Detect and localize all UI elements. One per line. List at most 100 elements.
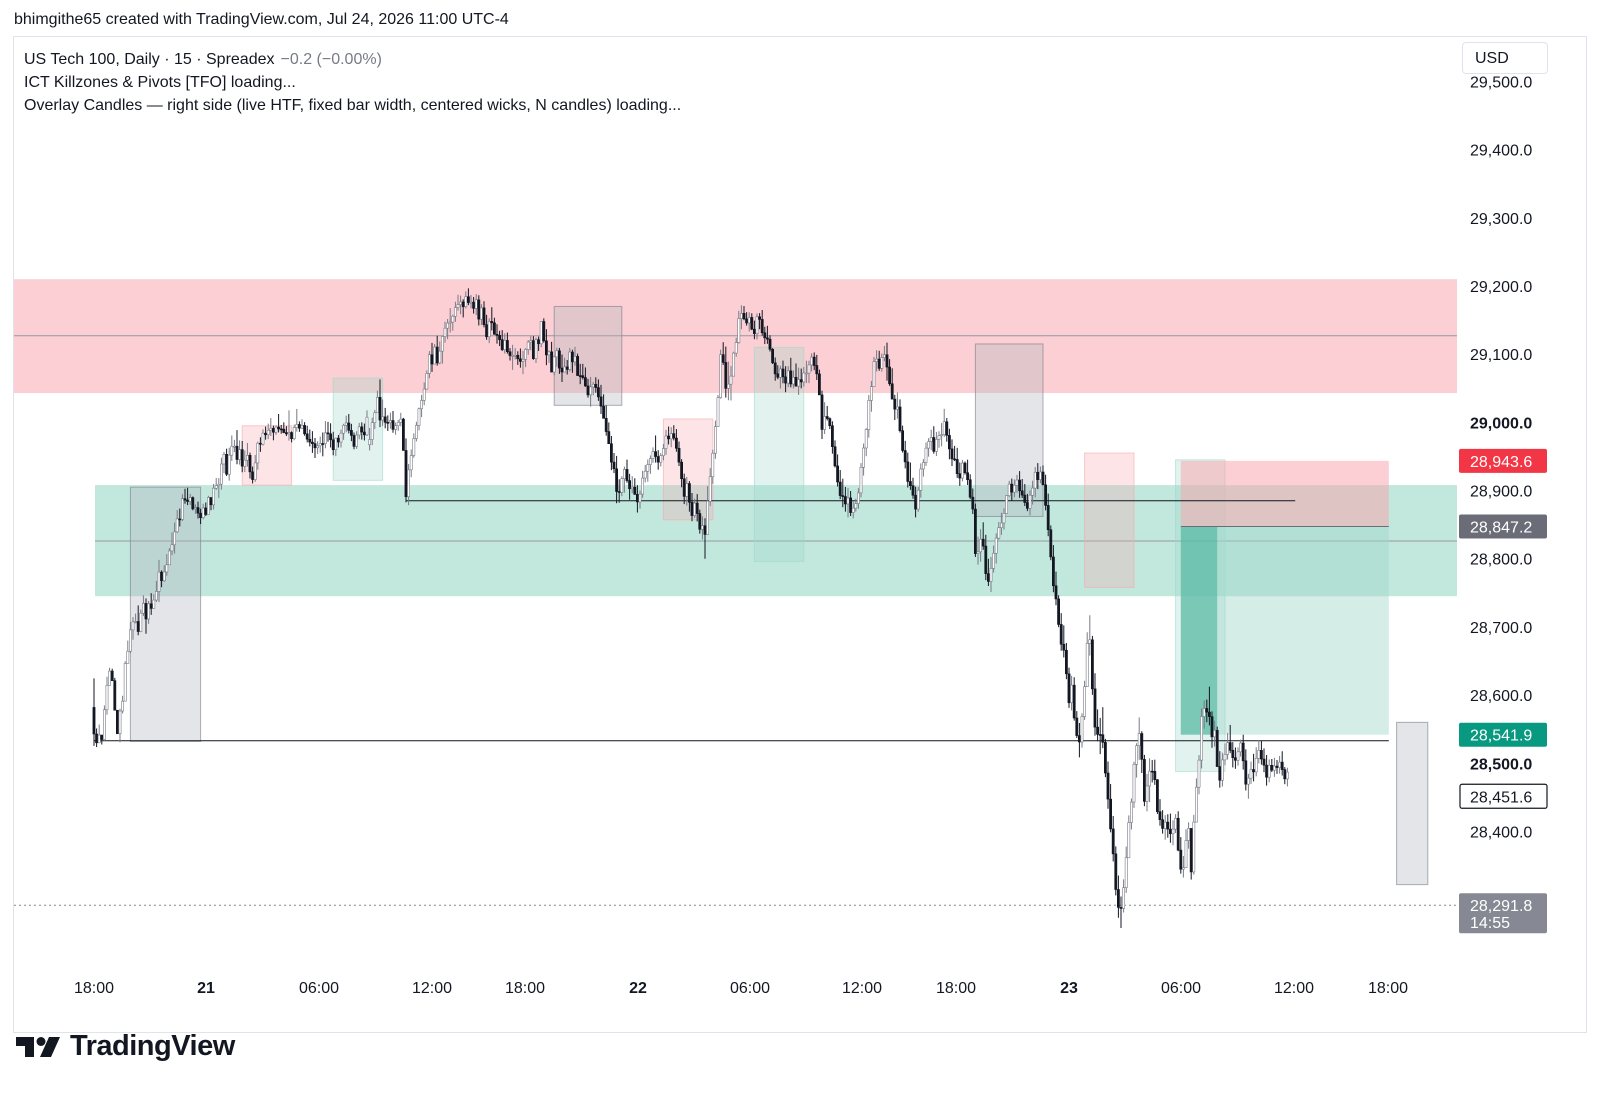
candle-body [225, 454, 229, 475]
candle-body [1026, 502, 1029, 509]
candle-body [534, 339, 538, 359]
candle-body [256, 442, 260, 464]
candle-body [368, 439, 372, 446]
candle-body [277, 426, 281, 430]
candle-body [524, 349, 528, 360]
candle-body [838, 481, 842, 496]
candle-body [1052, 556, 1055, 587]
price-tag-current[interactable] [1459, 783, 1548, 809]
candle-body [212, 487, 216, 506]
candle-body [349, 430, 353, 436]
indicator-killzones[interactable]: ICT Killzones & Pivots [TFO] loading... [24, 74, 296, 91]
candle-body [375, 397, 379, 414]
tradingview-logo[interactable]: TradingView [16, 1030, 235, 1063]
candle-body [243, 459, 247, 467]
candle-body [711, 452, 715, 478]
candle-body [895, 406, 899, 410]
session-box-red[interactable] [1084, 452, 1135, 588]
candle-body [381, 416, 385, 421]
candle-body [336, 437, 340, 443]
candle-body [973, 508, 977, 554]
candle-body [778, 368, 782, 378]
candle-body [706, 500, 710, 535]
candle-body [1078, 735, 1081, 743]
candle-body [173, 531, 177, 546]
candle-body [373, 412, 377, 424]
candle-body [867, 400, 871, 430]
candle-body [175, 518, 179, 533]
candle-body [648, 458, 652, 465]
candle-body [258, 442, 262, 445]
candle-body [885, 354, 889, 368]
session-box-gray[interactable] [1396, 721, 1429, 886]
candle-body [264, 432, 268, 436]
price-tag-green[interactable] [1459, 722, 1547, 747]
candle-body [1197, 759, 1201, 788]
candle-body [207, 497, 210, 515]
candle-body [1249, 769, 1253, 779]
candle-body [591, 384, 595, 388]
candle-body [347, 422, 351, 431]
price-tag-red[interactable] [1459, 448, 1547, 473]
x-tick-label: 22 [629, 980, 647, 997]
candle-body [1101, 734, 1105, 743]
y-tick-label: 29,500.0 [1470, 74, 1532, 91]
candle-body [682, 478, 686, 497]
candle-body [703, 525, 707, 535]
candle-body [924, 447, 928, 463]
candle-body [310, 441, 314, 444]
candle-body [1280, 761, 1284, 770]
currency-button[interactable]: USD [1462, 42, 1548, 74]
candle-body [999, 522, 1003, 528]
candle-body [503, 340, 507, 350]
stop-loss-box[interactable] [1180, 460, 1389, 527]
candle-body [625, 469, 629, 481]
candle-body [230, 445, 234, 456]
candle-body [901, 430, 905, 451]
chart-legend: US Tech 100, Daily · 15 · Spreadex −0.2 (… [24, 48, 681, 117]
candle-body [693, 502, 697, 516]
candle-body [568, 351, 572, 370]
candle-body [768, 338, 772, 350]
candle-body [1135, 745, 1139, 765]
chart-frame [13, 36, 1587, 1033]
candle-body [487, 321, 491, 338]
candle-body [1111, 828, 1115, 855]
y-tick-label: 28,700.0 [1470, 620, 1532, 637]
candle-body [771, 348, 775, 364]
candle-body [953, 458, 957, 461]
price-tag-last[interactable] [1459, 893, 1547, 934]
candle-body [134, 621, 138, 623]
candle-body [290, 432, 294, 440]
candle-body [784, 376, 788, 384]
candle-body [407, 469, 411, 498]
candle-body [1085, 643, 1089, 687]
candle-body [516, 354, 520, 360]
candle-body [1096, 726, 1100, 735]
position-tool [1180, 460, 1389, 735]
candle-body [191, 497, 195, 510]
candle-body [620, 478, 624, 493]
candle-body [1244, 760, 1248, 785]
candle-body [656, 456, 660, 463]
candle-body [1020, 490, 1024, 496]
candle-body [149, 603, 153, 609]
candle-body [672, 433, 676, 439]
symbol-title[interactable]: US Tech 100, Daily · 15 · Spreadex [24, 51, 275, 68]
candle-body [586, 385, 590, 396]
candle-body [1174, 817, 1178, 830]
candle-body [355, 434, 359, 447]
candle-body [851, 507, 855, 513]
x-tick-label: 18:00 [74, 980, 114, 997]
candle-body [147, 603, 151, 620]
candle-body [807, 364, 811, 374]
candle-body [1046, 505, 1050, 531]
candle-body [451, 315, 455, 323]
candle-body [360, 426, 364, 433]
candle-body [630, 486, 634, 490]
candle-body [482, 307, 486, 325]
indicator-overlay-candles[interactable]: Overlay Candles — right side (live HTF, … [24, 97, 682, 114]
candle-body [269, 428, 273, 431]
price-tag-gray[interactable] [1459, 514, 1547, 539]
